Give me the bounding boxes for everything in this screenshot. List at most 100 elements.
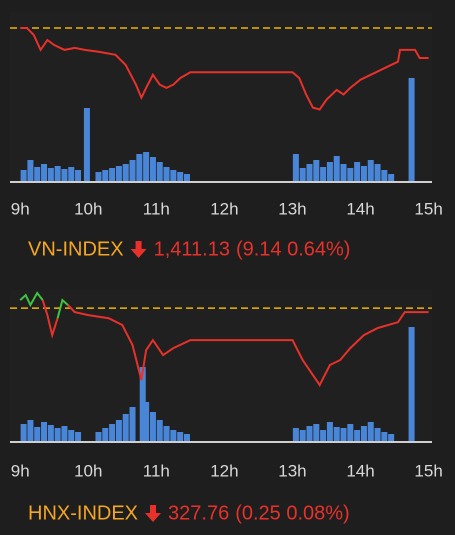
price-line — [41, 299, 59, 339]
x-tick-label: 9h — [11, 461, 30, 480]
volume-bar — [367, 160, 374, 182]
volume-bar — [326, 162, 333, 182]
volume-bar — [122, 414, 129, 442]
volume-bar — [68, 430, 75, 442]
volume-bar — [381, 432, 388, 442]
x-tick-label: 12h — [210, 199, 238, 218]
volume-bar — [306, 164, 313, 182]
volume-bar — [313, 424, 320, 442]
volume-bar — [156, 162, 163, 182]
volume-bar — [388, 434, 395, 442]
volume-bar — [115, 420, 122, 442]
x-tick-label: 10h — [74, 199, 102, 218]
volume-bar — [347, 168, 354, 182]
volume-bar — [20, 424, 27, 442]
volume-bar — [374, 164, 381, 182]
volume-bar — [61, 169, 68, 182]
price-line — [56, 298, 69, 319]
volume-bar — [347, 424, 354, 442]
volume-bar — [20, 170, 27, 182]
x-tick-label: 13h — [278, 199, 306, 218]
volume-bar — [129, 160, 136, 182]
volume-bar — [299, 430, 306, 442]
volume-bar — [136, 154, 143, 182]
volume-bar — [122, 164, 129, 182]
volume-bar — [320, 167, 327, 182]
volume-bar — [95, 432, 102, 442]
volume-bar — [381, 170, 388, 182]
volume-bar — [367, 422, 374, 442]
volume-bar — [54, 166, 61, 182]
x-tick-label: 13h — [278, 461, 306, 480]
volume-bar — [354, 430, 361, 442]
volume-bar — [156, 420, 163, 442]
down-arrow — [130, 241, 147, 258]
volume-bar — [95, 172, 102, 182]
volume-bar — [183, 174, 190, 182]
volume-bar — [61, 426, 68, 442]
volume-bar — [75, 432, 82, 442]
x-tick-label: 12h — [210, 461, 238, 480]
volume-bar — [109, 424, 116, 442]
volume-bar — [388, 174, 395, 182]
index-change: (0.25 0.08%) — [235, 502, 350, 524]
x-tick-label: 14h — [346, 199, 374, 218]
volume-bar — [41, 164, 48, 182]
index-name: VN-INDEX — [28, 238, 124, 260]
volume-bar — [47, 425, 54, 442]
volume-bar — [149, 412, 156, 442]
volume-bar — [143, 402, 150, 442]
x-tick-label: 9h — [11, 199, 30, 218]
volume-bar — [183, 434, 190, 442]
volume-bar — [170, 170, 177, 182]
volume-bar — [313, 160, 320, 182]
x-tick-label: 14h — [346, 461, 374, 480]
volume-bar — [75, 170, 82, 182]
chart-panel — [10, 290, 432, 442]
down-arrow — [145, 505, 162, 522]
volume-bar — [41, 422, 48, 442]
volume-bar — [354, 162, 361, 182]
volume-bar — [34, 167, 41, 182]
price-line — [19, 291, 44, 308]
volume-bar — [163, 426, 170, 442]
volume-bar — [139, 367, 146, 442]
volume-bar — [129, 407, 136, 442]
volume-bar — [340, 428, 347, 442]
index-close: 1,411.13 — [154, 238, 230, 260]
volume-bar — [109, 168, 116, 182]
volume-bar — [54, 428, 61, 442]
volume-bar — [326, 422, 333, 442]
volume-bar — [374, 428, 381, 442]
volume-bar — [177, 432, 184, 442]
volume-bar — [320, 430, 327, 442]
x-tick-label: 11h — [143, 461, 170, 480]
volume-bar — [408, 78, 415, 182]
volume-bar — [292, 428, 299, 442]
volume-bar — [34, 427, 41, 442]
volume-bar — [102, 428, 109, 442]
volume-bar — [360, 166, 367, 182]
volume-bar — [170, 430, 177, 442]
volume-bar — [68, 167, 75, 182]
price-line — [67, 304, 429, 387]
price-line — [20, 27, 429, 111]
volume-bar — [292, 154, 299, 182]
x-tick-label: 11h — [143, 199, 170, 218]
volume-bar — [408, 327, 415, 442]
index-name: HNX-INDEX — [28, 502, 138, 524]
volume-bar — [333, 427, 340, 442]
volume-bar — [360, 426, 367, 442]
index-change: (9.14 0.64%) — [236, 238, 351, 260]
volume-bar — [299, 168, 306, 182]
x-tick-label: 10h — [74, 461, 102, 480]
volume-bar — [333, 156, 340, 182]
chart-panel — [10, 12, 432, 182]
volume-bar — [163, 167, 170, 182]
volume-bar — [47, 168, 54, 182]
volume-bar — [143, 152, 150, 182]
volume-bar — [102, 170, 109, 182]
volume-bar — [27, 420, 34, 442]
x-tick-label: 15h — [414, 461, 442, 480]
